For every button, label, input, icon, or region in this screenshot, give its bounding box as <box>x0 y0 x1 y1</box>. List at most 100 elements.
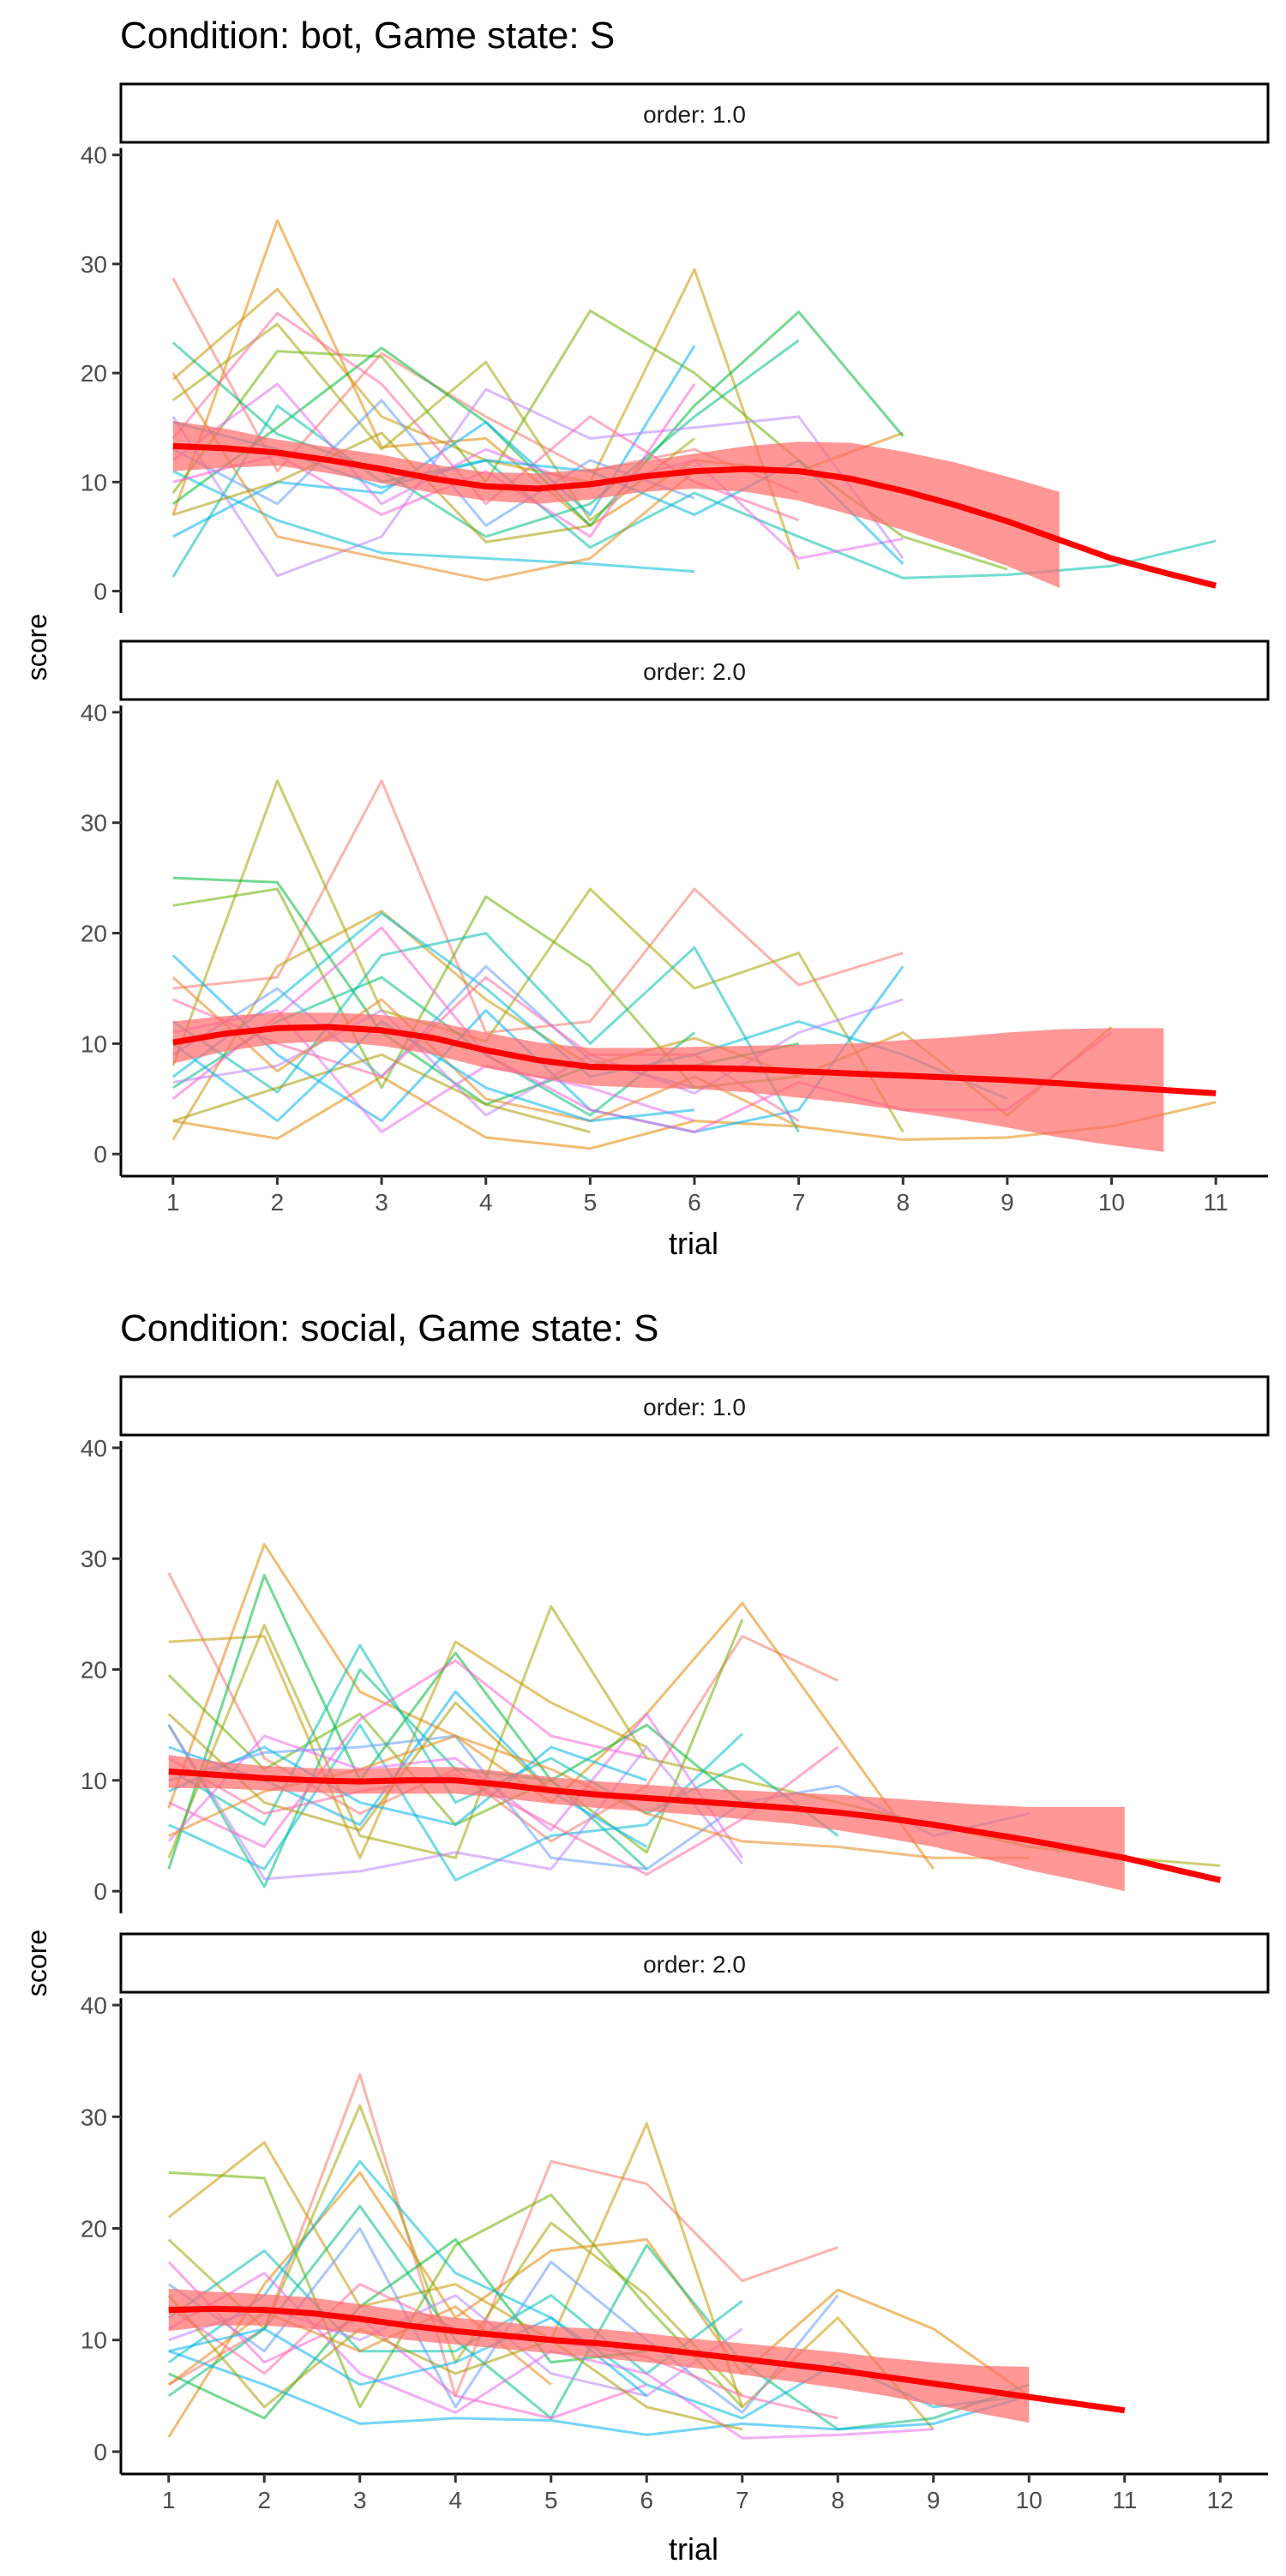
x-tick-label: 10 <box>1098 1189 1125 1216</box>
participant-line <box>168 1745 647 1827</box>
x-tick-label: 6 <box>688 1189 701 1216</box>
y-tick-label: 40 <box>81 700 107 726</box>
facet-strip-label: order: 1.0 <box>643 101 746 128</box>
y-tick-label: 20 <box>81 1657 107 1684</box>
x-tick-label: 8 <box>831 2487 844 2513</box>
participant-line <box>168 2073 838 2398</box>
x-tick-label: 11 <box>1112 2487 1137 2513</box>
participant-line <box>171 382 904 560</box>
y-tick-label: 30 <box>81 810 107 837</box>
x-tick-label: 10 <box>1016 2487 1043 2513</box>
chart-title: Condition: social, Game state: S <box>120 1307 659 1349</box>
confidence-ribbon <box>172 421 1060 588</box>
participant-line <box>167 1712 744 1859</box>
participant-line <box>168 1723 743 1882</box>
smooth-trend-line <box>172 442 1217 589</box>
participant-line <box>171 339 800 538</box>
x-tick-label: 2 <box>257 2487 271 2513</box>
x-axis-label: trial <box>669 1226 718 1261</box>
participant-line <box>172 470 695 573</box>
facet-strip <box>119 1375 1270 1437</box>
chart-bot: Condition: bot, Game state: S score tria… <box>21 15 1270 1261</box>
participant-line <box>171 277 800 495</box>
facet-order-1: order: 1.0 0 10 20 30 40 <box>81 1375 1270 1913</box>
x-tick-label: 5 <box>584 1189 598 1216</box>
x-tick-label: 3 <box>375 1189 388 1216</box>
x-tick-label: 4 <box>448 2487 462 2513</box>
y-tick-label: 10 <box>81 2327 107 2354</box>
participant-line <box>168 1745 839 1876</box>
participant-line <box>171 387 904 578</box>
chart-social: Condition: social, Game state: S score t… <box>21 1307 1270 2567</box>
x-tick-label: 6 <box>640 2487 653 2513</box>
smooth-trend-line <box>168 1768 1222 1883</box>
x-tick-label: 3 <box>353 2487 367 2513</box>
facet-strip <box>119 639 1270 701</box>
y-tick-label: 0 <box>93 1141 107 1168</box>
x-tick-label: 12 <box>1207 2487 1234 2513</box>
facet-strip <box>119 1932 1270 1994</box>
participant-line <box>172 998 904 1117</box>
y-tick-label: 20 <box>81 2215 107 2242</box>
participant-line <box>167 1574 743 1870</box>
chart-title: Condition: bot, Game state: S <box>120 15 615 57</box>
y-tick-label: 0 <box>93 579 107 605</box>
facet-strip-label: order: 2.0 <box>643 1951 746 1978</box>
participant-line <box>171 372 695 582</box>
x-tick-label: 4 <box>479 1189 493 1216</box>
participant-line <box>172 779 904 1034</box>
x-tick-label: 9 <box>1001 1189 1014 1216</box>
y-tick-label: 10 <box>81 1768 107 1794</box>
y-tick-label: 40 <box>81 1435 107 1462</box>
smooth-trend-line <box>168 2305 1126 2414</box>
x-tick-label: 7 <box>736 2487 749 2513</box>
participant-line <box>167 2294 743 2431</box>
x-tick-label: 2 <box>271 1189 285 1216</box>
x-axis: 1 2 3 4 5 6 7 8 9 10 11 12 <box>121 2472 1268 2513</box>
y-tick-label: 20 <box>81 360 107 387</box>
participant-line <box>167 2171 1126 2438</box>
participant-line <box>172 431 591 543</box>
y-tick-label: 0 <box>93 1878 107 1905</box>
x-tick-label: 5 <box>544 2487 558 2513</box>
y-tick-label: 20 <box>81 921 107 947</box>
x-tick-label: 9 <box>927 2487 940 2513</box>
participant-line <box>168 1635 647 1859</box>
x-tick-label: 11 <box>1204 1189 1229 1216</box>
y-tick-label: 0 <box>93 2439 107 2465</box>
y-tick-label: 30 <box>81 251 107 278</box>
facet-order-2: order: 2.0 0 10 20 30 40 <box>81 639 1270 1176</box>
x-tick-label: 1 <box>166 1189 180 1216</box>
facet-order-1: order: 1.0 0 10 20 30 40 <box>81 82 1270 613</box>
x-axis: 1 2 3 4 5 6 7 8 9 10 11 <box>121 1174 1268 1216</box>
plot-area: 0 10 20 30 40 <box>81 700 1217 1176</box>
plot-area: 0 10 20 30 40 <box>81 1992 1126 2474</box>
x-tick-label: 1 <box>162 2487 176 2513</box>
facet-strip-label: order: 2.0 <box>643 658 746 685</box>
participant-line <box>168 2350 1030 2436</box>
y-tick-label: 40 <box>81 142 107 169</box>
x-tick-label: 8 <box>896 1189 910 1216</box>
plot-area: 0 10 20 30 40 <box>81 142 1217 613</box>
smooth-trend-line <box>172 1024 1217 1096</box>
y-tick-label: 10 <box>81 1030 107 1057</box>
participant-line <box>168 1659 647 1848</box>
participant-line <box>168 2171 743 2409</box>
facet-order-2: order: 2.0 0 10 20 30 40 <box>81 1932 1270 2474</box>
facet-strip-label: order: 1.0 <box>643 1394 746 1420</box>
participant-line <box>172 1053 591 1133</box>
confidence-ribbon <box>172 1012 1164 1152</box>
x-tick-label: 7 <box>792 1189 806 1216</box>
y-axis-label: score <box>21 1930 52 1997</box>
facet-strip <box>119 82 1270 144</box>
y-axis-label: score <box>21 614 52 681</box>
x-axis-label: trial <box>669 2531 718 2567</box>
participant-line <box>171 779 904 1133</box>
participant-line <box>167 2261 647 2420</box>
y-tick-label: 30 <box>81 1546 107 1572</box>
y-tick-label: 30 <box>81 2104 107 2130</box>
y-tick-label: 10 <box>81 469 107 495</box>
participant-line <box>167 1724 743 1881</box>
